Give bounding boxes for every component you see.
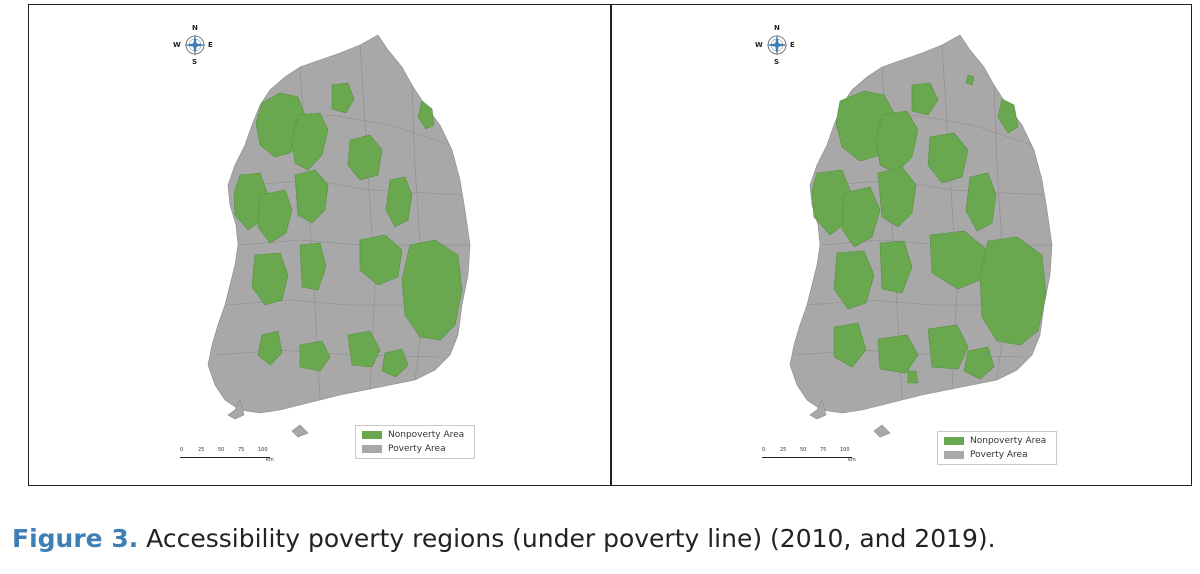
figure-caption: Figure 3. Accessibility poverty regions …: [12, 524, 996, 553]
legend-swatch-nonpoverty: [362, 430, 382, 439]
scale-tick: 100: [840, 447, 850, 453]
korea-map-2010: [207, 34, 471, 438]
legend-poverty: Poverty Area: [944, 450, 1028, 462]
scale-line: [762, 457, 852, 458]
compass-w: W: [173, 41, 181, 49]
legend-label-nonpoverty: Nonpoverty Area: [970, 436, 1047, 446]
scale-tick: 75: [820, 447, 827, 453]
scale-unit: km: [266, 457, 274, 463]
scale-tick: 75: [238, 447, 245, 453]
compass-icon: [766, 34, 788, 56]
scale-tick: 25: [780, 447, 787, 453]
figure-caption-text: Accessibility poverty regions (under pov…: [138, 524, 996, 553]
compass-rose: N S E W: [747, 23, 807, 83]
compass-n: N: [192, 24, 198, 32]
compass-s: S: [774, 58, 780, 66]
legend-swatch-poverty: [944, 450, 964, 459]
scale-unit: km: [848, 457, 856, 463]
map-panel-2010: N S E W Nonpoverty Area Poverty Area 0 2…: [30, 5, 610, 485]
scale-tick: 50: [800, 447, 807, 453]
legend-label-poverty: Poverty Area: [388, 444, 446, 454]
korea-map-2019: [789, 34, 1053, 438]
map-legend: Nonpoverty Area Poverty Area: [355, 425, 475, 459]
legend-nonpoverty: Nonpoverty Area: [362, 430, 464, 442]
compass-icon: [184, 34, 206, 56]
legend-swatch-nonpoverty: [944, 436, 964, 445]
compass-rose: N S E W: [165, 23, 225, 83]
compass-e: E: [208, 41, 213, 49]
compass-w: W: [755, 41, 763, 49]
legend-label-nonpoverty: Nonpoverty Area: [388, 430, 465, 440]
legend-nonpoverty: Nonpoverty Area: [944, 436, 1046, 448]
compass-e: E: [790, 41, 795, 49]
scale-bar: 0 25 50 75 100 km: [180, 445, 290, 469]
nonpoverty-regions: [233, 82, 463, 378]
legend-label-poverty: Poverty Area: [970, 450, 1028, 460]
compass-n: N: [774, 24, 780, 32]
map-panel-2019: N S E W Nonpoverty Area Poverty Area 0 2…: [612, 5, 1192, 485]
figure-label: Figure 3.: [12, 524, 139, 553]
map-legend: Nonpoverty Area Poverty Area: [937, 431, 1057, 465]
legend-swatch-poverty: [362, 444, 382, 453]
nonpoverty-regions: [811, 74, 1047, 384]
compass-s: S: [192, 58, 198, 66]
scale-tick: 0: [762, 447, 766, 453]
scale-line: [180, 457, 270, 458]
legend-poverty: Poverty Area: [362, 444, 446, 456]
scale-tick: 100: [258, 447, 268, 453]
scale-tick: 0: [180, 447, 184, 453]
panel-divider: [610, 4, 612, 486]
scale-tick: 50: [218, 447, 225, 453]
scale-tick: 25: [198, 447, 205, 453]
scale-bar: 0 25 50 75 100 km: [762, 445, 872, 469]
